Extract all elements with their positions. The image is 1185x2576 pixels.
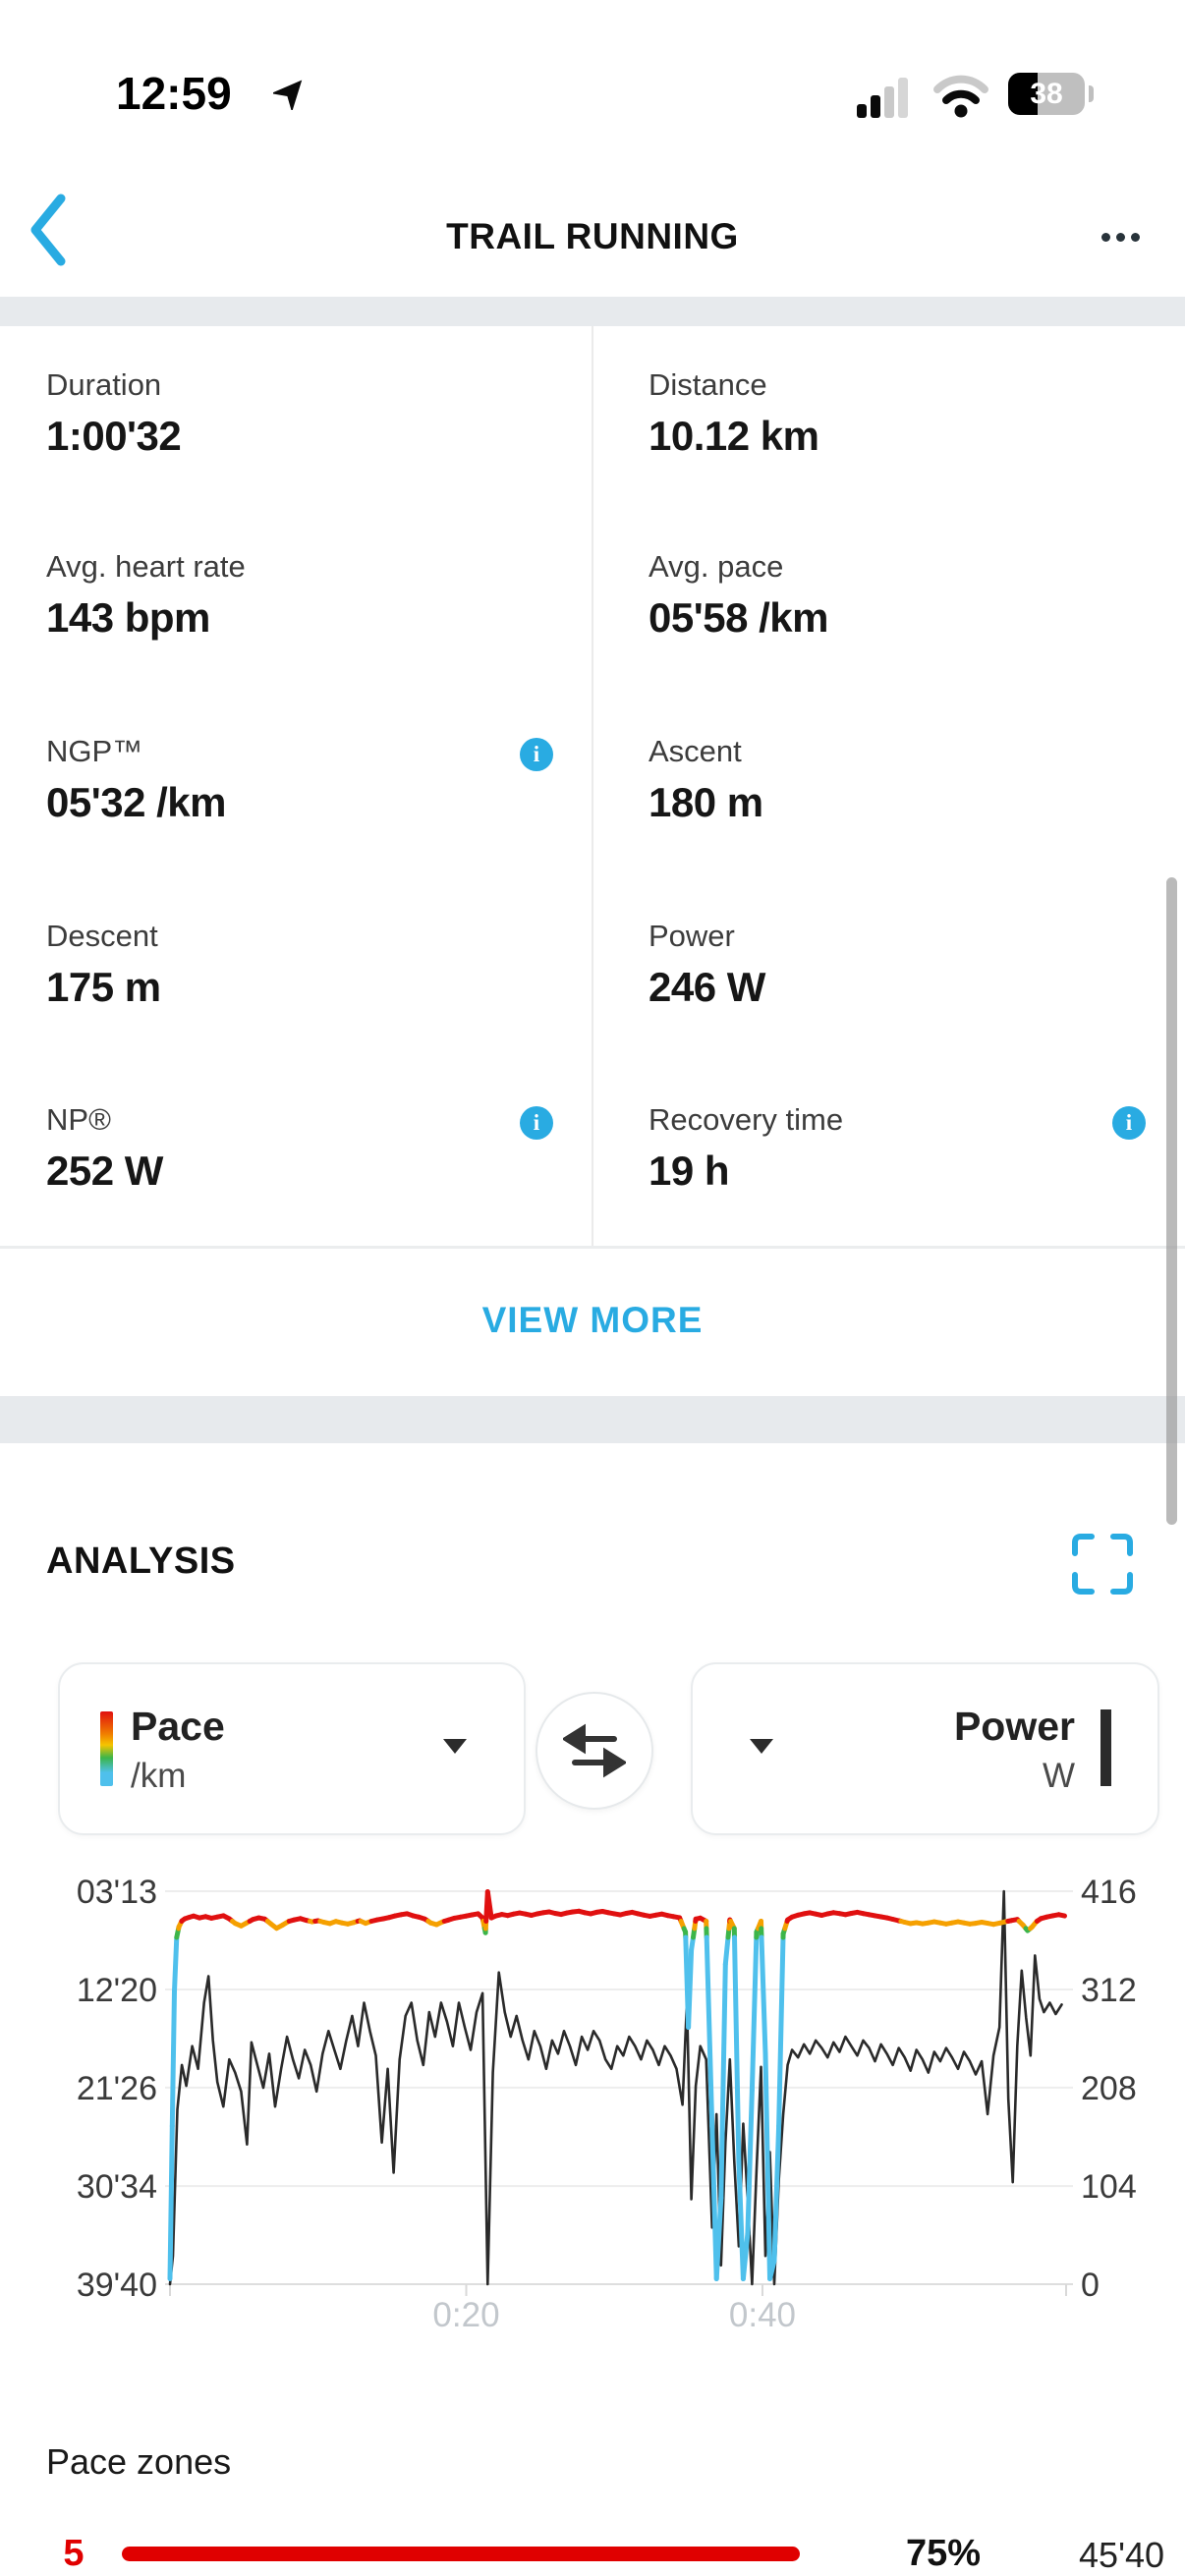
column-divider xyxy=(592,326,593,1246)
view-more-button[interactable]: VIEW MORE xyxy=(481,1300,704,1340)
location-arrow-icon xyxy=(273,80,303,110)
page-title: TRAIL RUNNING xyxy=(446,216,739,256)
stat-label: NGP™ xyxy=(46,734,143,768)
stat-value: 180 m xyxy=(649,779,763,825)
left-metric-name: Pace xyxy=(131,1704,225,1749)
stat-value: 1:00'32 xyxy=(46,413,182,459)
left-metric-selector[interactable]: Pace /km xyxy=(58,1662,526,1835)
battery-nub xyxy=(1089,85,1094,102)
svg-text:21'26: 21'26 xyxy=(77,2070,157,2107)
scrollbar-thumb[interactable] xyxy=(1166,877,1177,1525)
info-icon[interactable]: i xyxy=(520,1106,553,1140)
stat-value: 10.12 km xyxy=(649,413,819,459)
stat-value: 05'32 /km xyxy=(46,779,226,825)
right-metric-name: Power xyxy=(953,1704,1075,1749)
pace-zone-row: 5 75% 45'40 xyxy=(0,2533,1185,2576)
battery-icon: 38 xyxy=(1008,73,1085,115)
svg-text:12'20: 12'20 xyxy=(77,1972,157,2009)
stat-label: Avg. heart rate xyxy=(46,549,246,584)
cellular-signal-icon xyxy=(857,78,908,118)
left-metric-unit: /km xyxy=(131,1757,187,1795)
power-line-legend-bar xyxy=(1100,1709,1111,1786)
stat-cell-ascent: Ascent 180 m i xyxy=(592,693,1185,877)
stat-label: Distance xyxy=(649,367,767,402)
svg-text:39'40: 39'40 xyxy=(77,2267,157,2304)
svg-text:03'13: 03'13 xyxy=(77,1874,157,1911)
svg-text:30'34: 30'34 xyxy=(77,2168,157,2206)
stat-label: Descent xyxy=(46,919,158,953)
stat-cell-duration: Duration 1:00'32 i xyxy=(0,326,592,508)
pace-zones-title: Pace zones xyxy=(46,2441,232,2482)
svg-text:0:20: 0:20 xyxy=(432,2296,499,2334)
stat-label: Ascent xyxy=(649,734,742,768)
right-metric-selector[interactable]: Power W xyxy=(691,1662,1159,1835)
stat-label: Duration xyxy=(46,367,162,402)
zone-time: 45'40 xyxy=(1079,2535,1164,2575)
right-metric-unit: W xyxy=(1042,1757,1075,1795)
stat-label: Recovery time xyxy=(649,1102,844,1137)
stat-cell-distance: Distance 10.12 km i xyxy=(592,326,1185,508)
stat-label: Power xyxy=(649,919,735,953)
stat-value: 19 h xyxy=(649,1148,730,1194)
chevron-down-icon xyxy=(443,1739,467,1754)
stat-value: 246 W xyxy=(649,964,765,1010)
info-icon[interactable]: i xyxy=(520,738,553,771)
stat-cell-avg-pace: Avg. pace 05'58 /km i xyxy=(592,508,1185,693)
section-separator xyxy=(0,1396,1185,1443)
wifi-icon xyxy=(933,75,988,118)
stat-label: NP® xyxy=(46,1102,111,1137)
stat-cell-np: NP® 252 W i xyxy=(0,1061,592,1246)
stat-value: 05'58 /km xyxy=(649,594,828,641)
svg-text:208: 208 xyxy=(1081,2070,1137,2107)
svg-text:416: 416 xyxy=(1081,1874,1137,1911)
more-options-button[interactable] xyxy=(1081,212,1159,261)
stat-value: 252 W xyxy=(46,1148,163,1194)
zone-bar xyxy=(122,2547,800,2561)
stat-cell-recovery-time: Recovery time 19 h i xyxy=(592,1061,1185,1246)
status-time: 12:59 xyxy=(116,68,232,119)
svg-text:0:40: 0:40 xyxy=(729,2296,796,2334)
fullscreen-expand-button[interactable] xyxy=(1071,1533,1134,1596)
zone-number: 5 xyxy=(63,2533,85,2574)
analysis-chart[interactable]: 03'13 416 12'20 312 21'26 208 30'34 104 39'40 0 0:… xyxy=(0,1857,1185,2368)
svg-text:104: 104 xyxy=(1081,2168,1137,2206)
section-separator xyxy=(0,297,1185,326)
zone-percent: 75% xyxy=(905,2533,981,2574)
stat-label: Avg. pace xyxy=(649,549,784,584)
ellipsis-icon xyxy=(1100,232,1110,242)
stat-cell-ngp: NGP™ 05'32 /km i xyxy=(0,693,592,877)
stat-cell-descent: Descent 175 m i xyxy=(0,877,592,1061)
zone-bar-track xyxy=(122,2547,1026,2561)
swap-arrows-icon xyxy=(563,1723,626,1778)
stat-value: 175 m xyxy=(46,964,161,1010)
info-icon[interactable]: i xyxy=(1112,1106,1146,1140)
analysis-title: ANALYSIS xyxy=(46,1540,236,1582)
battery-percent: 38 xyxy=(1030,77,1063,110)
swap-metrics-button[interactable] xyxy=(536,1692,653,1810)
stat-cell-avg-heart-rate: Avg. heart rate 143 bpm i xyxy=(0,508,592,693)
svg-text:312: 312 xyxy=(1081,1972,1137,2009)
battery-fill xyxy=(1008,73,1038,115)
stat-cell-power: Power 246 W i xyxy=(592,877,1185,1061)
chevron-down-icon xyxy=(750,1739,773,1754)
back-button[interactable] xyxy=(22,193,77,267)
pace-zone-gradient-strip xyxy=(100,1711,113,1786)
view-more-section: VIEW MORE xyxy=(0,1246,1185,1399)
stat-value: 143 bpm xyxy=(46,594,210,641)
svg-text:0: 0 xyxy=(1081,2267,1100,2304)
